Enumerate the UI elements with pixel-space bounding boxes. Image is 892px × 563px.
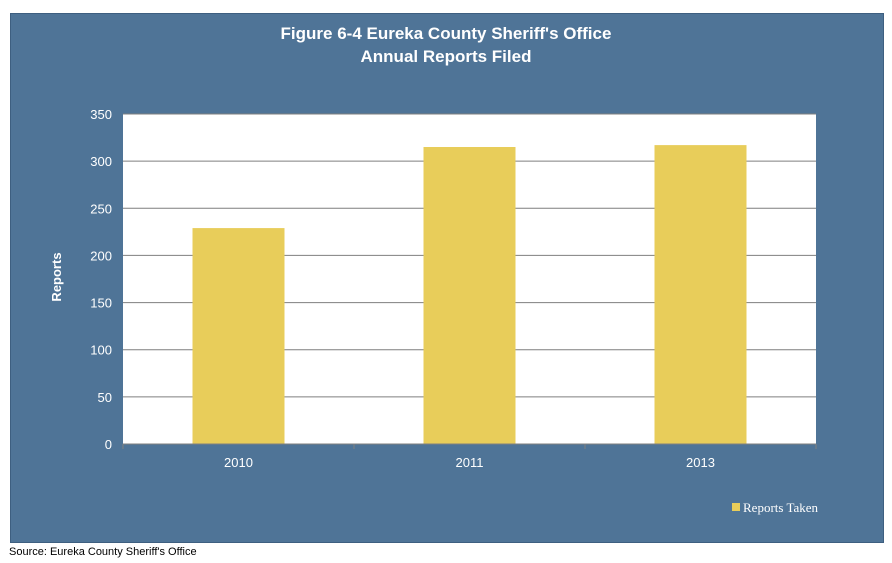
chart-title: Figure 6-4 Eureka County Sheriff's Offic…: [280, 24, 612, 43]
legend-swatch: [732, 503, 740, 511]
y-tick-label: 50: [98, 390, 112, 405]
bar: [654, 145, 747, 444]
legend-label: Reports Taken: [743, 500, 819, 515]
bar: [423, 147, 516, 444]
y-tick-label: 150: [90, 296, 112, 311]
y-axis-title: Reports: [49, 252, 64, 301]
y-tick-label: 350: [90, 107, 112, 122]
y-tick-label: 300: [90, 154, 112, 169]
y-tick-label: 0: [105, 437, 112, 452]
y-tick-label: 100: [90, 343, 112, 358]
chart-subtitle: Annual Reports Filed: [360, 47, 532, 66]
y-tick-label: 250: [90, 201, 112, 216]
x-tick-label: 2010: [224, 455, 253, 470]
bar: [192, 228, 285, 444]
x-tick-label: 2013: [686, 455, 715, 470]
y-tick-label: 200: [90, 248, 112, 263]
source-note: Source: Eureka County Sheriff's Office: [9, 546, 197, 558]
x-tick-label: 2011: [456, 455, 484, 470]
